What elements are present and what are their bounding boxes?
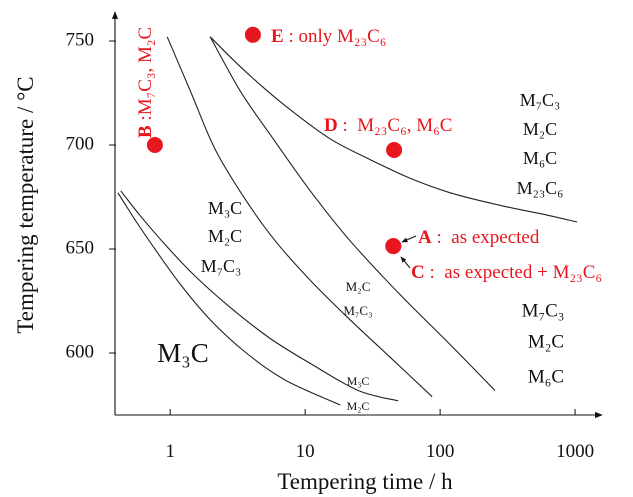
label-d-text: : M₂₃C₆, M₆C (338, 115, 453, 136)
marked-points (146, 26, 403, 255)
region-label: M₇C₃ (201, 256, 242, 276)
point-c (385, 238, 402, 255)
label-c-text: : as expected + M₂₃C₆ (425, 262, 602, 283)
region-label: M₃C (347, 374, 370, 388)
axis-ticks: 1 10 100 1000 600 650 700 750 (66, 29, 595, 462)
x-tick-label: 10 (296, 441, 315, 462)
boundary-curve-5 (209, 36, 578, 223)
label-d-letter: D (324, 115, 338, 136)
x-tick-label: 1 (165, 441, 175, 462)
annotation-middle-left: M₃C M₂C M₇C₃ (201, 198, 242, 276)
label-b-letter: B (135, 125, 156, 138)
region-label: M₂C (528, 331, 564, 352)
boundary-curve-1 (120, 190, 399, 402)
label-e-letter: E (271, 26, 284, 47)
boundary-curve-3 (166, 36, 433, 398)
label-b-text: :M₇C₃, M₂C (135, 27, 156, 126)
boundary-curves (117, 36, 578, 406)
boundary-curve-2 (117, 192, 341, 406)
label-e-text: : only M₂₃C₆ (284, 26, 387, 47)
annotation-bottom-small: M₃C M₂C (347, 374, 370, 413)
label-d: D : M₂₃C₆, M₆C (324, 115, 452, 136)
arrow-c (400, 256, 411, 269)
region-label: M₇C₃ (343, 303, 372, 318)
y-tick-label: 600 (66, 341, 95, 362)
y-axis-title: Tempering temperature / °C (13, 76, 38, 333)
annotation-upper-right: M₇C₃ M₂C M₆C M₂₃C₆ (517, 90, 564, 198)
region-label: M₃C (208, 198, 242, 218)
label-b: B :M₇C₃, M₂C (135, 27, 156, 138)
annotation-middle-small: M₂C M₇C₃ (343, 279, 372, 318)
x-axis-title: Tempering time / h (277, 469, 453, 494)
region-label: M₆C (523, 148, 557, 168)
y-tick-label: 750 (66, 29, 95, 50)
y-tick-label: 650 (66, 237, 95, 258)
label-e: E : only M₂₃C₆ (271, 26, 386, 47)
region-label: M₂C (346, 279, 371, 294)
label-a: A : as expected (418, 227, 540, 248)
label-c-letter: C (411, 262, 425, 283)
arrow-a (401, 235, 417, 243)
region-label: M₂C (208, 226, 242, 246)
point-b (146, 137, 163, 153)
region-label: M₇C₃ (520, 90, 561, 110)
boundary-curve-4 (209, 36, 496, 391)
point-d (386, 142, 403, 158)
point-e (244, 26, 261, 43)
region-label: M₇C₃ (522, 300, 565, 321)
region-label-lower-left: M₃C (157, 338, 208, 368)
label-c: C : as expected + M₂₃C₆ (411, 262, 602, 283)
label-a-text: : as expected (432, 227, 540, 248)
region-label: M₆C (528, 366, 564, 387)
region-label: M₂C (347, 399, 370, 413)
annotation-lower-right: M₇C₃ M₂C M₆C (522, 300, 565, 387)
label-a-letter: A (418, 227, 432, 248)
x-tick-label: 100 (426, 441, 455, 462)
region-label: M₂C (523, 119, 557, 139)
region-label: M₂₃C₆ (517, 178, 564, 198)
x-tick-label: 1000 (556, 441, 594, 462)
y-tick-label: 700 (66, 133, 95, 154)
